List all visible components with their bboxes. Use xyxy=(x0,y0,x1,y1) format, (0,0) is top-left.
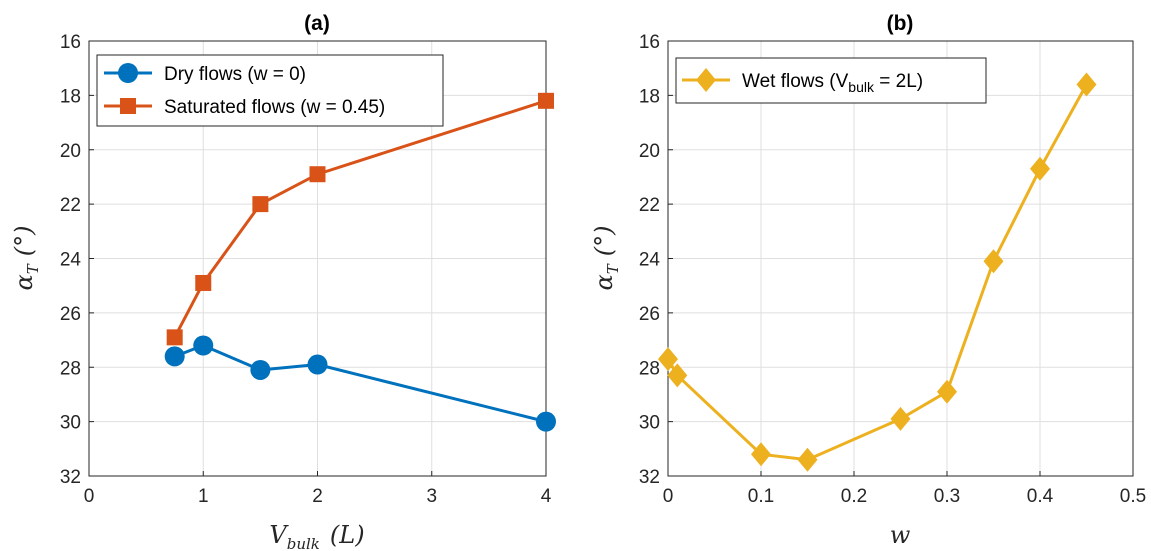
legend: Dry flows (w = 0) Saturated flows (w = 0… xyxy=(96,54,444,127)
data-point xyxy=(193,335,214,356)
y-tick-label: 32 xyxy=(60,467,81,488)
data-point xyxy=(252,196,269,213)
x-tick-label: 2 xyxy=(312,486,323,507)
legend-marker-dry xyxy=(118,63,138,83)
y-tick-label: 30 xyxy=(60,413,81,434)
legend-label-saturated: Saturated flows (w = 0.45) xyxy=(164,97,385,118)
y-axis-label: αT (°) xyxy=(590,226,622,291)
data-point xyxy=(797,447,818,472)
x-tick-label: 0 xyxy=(84,486,95,507)
data-point xyxy=(667,363,688,388)
y-axis-label-sub: T xyxy=(604,263,622,274)
y-tick-label: 16 xyxy=(60,32,81,53)
legend: Wet flows (Vbulk = 2L) xyxy=(675,57,987,104)
x-tick-label: 0.3 xyxy=(934,486,960,507)
legend-label-wet-sub: bulk xyxy=(848,79,875,95)
y-tick-labels: 16 18 20 22 24 26 28 30 32 xyxy=(60,32,94,488)
x-axis-label: w xyxy=(890,521,911,549)
y-tick-label: 18 xyxy=(60,86,81,107)
x-tick-label: 0.5 xyxy=(1120,486,1146,507)
x-axis-label-main: V xyxy=(269,521,289,549)
data-point xyxy=(1030,156,1050,181)
panel-title: (a) xyxy=(304,12,330,35)
x-tick-label: 0.2 xyxy=(841,486,867,507)
series-line xyxy=(174,343,547,424)
x-tick-label: 3 xyxy=(426,486,437,507)
y-axis-label-main: α xyxy=(10,274,38,290)
x-tick-label: 0.1 xyxy=(748,486,774,507)
y-axis-label: αT (°) xyxy=(10,226,42,291)
data-point xyxy=(166,329,183,346)
y-tick-label: 26 xyxy=(60,304,81,325)
legend-marker-saturated xyxy=(120,98,136,114)
legend-box xyxy=(96,54,444,127)
y-tick-label: 18 xyxy=(639,86,660,107)
series-layer xyxy=(164,92,556,432)
y-tick-label: 20 xyxy=(639,141,660,162)
series-layer xyxy=(658,72,1097,472)
y-tick-label: 26 xyxy=(639,304,660,325)
data-point xyxy=(1076,72,1097,97)
y-tick-label: 22 xyxy=(639,195,660,216)
x-axis-label-unit: (L) xyxy=(330,521,365,549)
data-point xyxy=(538,92,554,109)
x-axis-label: Vbulk (L) xyxy=(269,521,364,551)
data-point xyxy=(983,249,1004,274)
x-tick-label: 1 xyxy=(198,486,209,507)
y-tick-label: 20 xyxy=(60,141,81,162)
panel-a: 16 18 20 22 24 26 28 30 32 0 1 2 3 4 (a) Vbulk (L) αT… xyxy=(10,12,556,551)
data-point xyxy=(309,166,326,183)
legend-label-wet: Wet flows (Vbulk = 2L) xyxy=(742,71,923,95)
data-point xyxy=(195,274,212,291)
y-axis-label-main: α xyxy=(590,274,618,290)
legend-label-wet-main: Wet flows (V xyxy=(742,71,849,92)
series-line xyxy=(666,83,1088,462)
data-point xyxy=(658,347,678,372)
y-tick-label: 22 xyxy=(60,195,81,216)
x-tick-labels: 0 0.1 0.2 0.3 0.4 0.5 xyxy=(663,471,1146,507)
y-axis-label-sub: T xyxy=(24,263,42,274)
y-axis-label-unit: (°) xyxy=(590,226,618,257)
data-point xyxy=(164,346,185,367)
x-tick-label: 0 xyxy=(663,486,674,507)
y-tick-label: 28 xyxy=(60,358,81,379)
data-point xyxy=(751,442,771,467)
y-tick-label: 30 xyxy=(639,413,660,434)
y-tick-label: 24 xyxy=(60,250,82,271)
y-tick-label: 24 xyxy=(639,250,661,271)
data-point xyxy=(307,354,328,375)
data-point xyxy=(890,406,911,431)
y-axis-label-unit: (°) xyxy=(10,226,38,257)
x-tick-label: 0.4 xyxy=(1027,486,1054,507)
series-line xyxy=(173,99,547,339)
legend-label-dry: Dry flows (w = 0) xyxy=(164,64,306,85)
panel-title: (b) xyxy=(887,12,914,35)
data-point xyxy=(536,411,556,432)
y-tick-label: 32 xyxy=(639,467,660,488)
y-tick-labels: 16 18 20 22 24 26 28 30 32 xyxy=(639,32,673,488)
data-point xyxy=(250,359,271,380)
data-point xyxy=(937,379,957,404)
legend-marker-wet xyxy=(696,68,716,92)
x-tick-label: 4 xyxy=(541,486,552,507)
y-tick-label: 16 xyxy=(639,32,660,53)
y-tick-label: 28 xyxy=(639,358,660,379)
legend-label-wet-tail: = 2L) xyxy=(874,71,923,92)
x-axis-label-sub: bulk xyxy=(287,535,320,551)
x-tick-labels: 0 1 2 3 4 xyxy=(84,471,552,507)
